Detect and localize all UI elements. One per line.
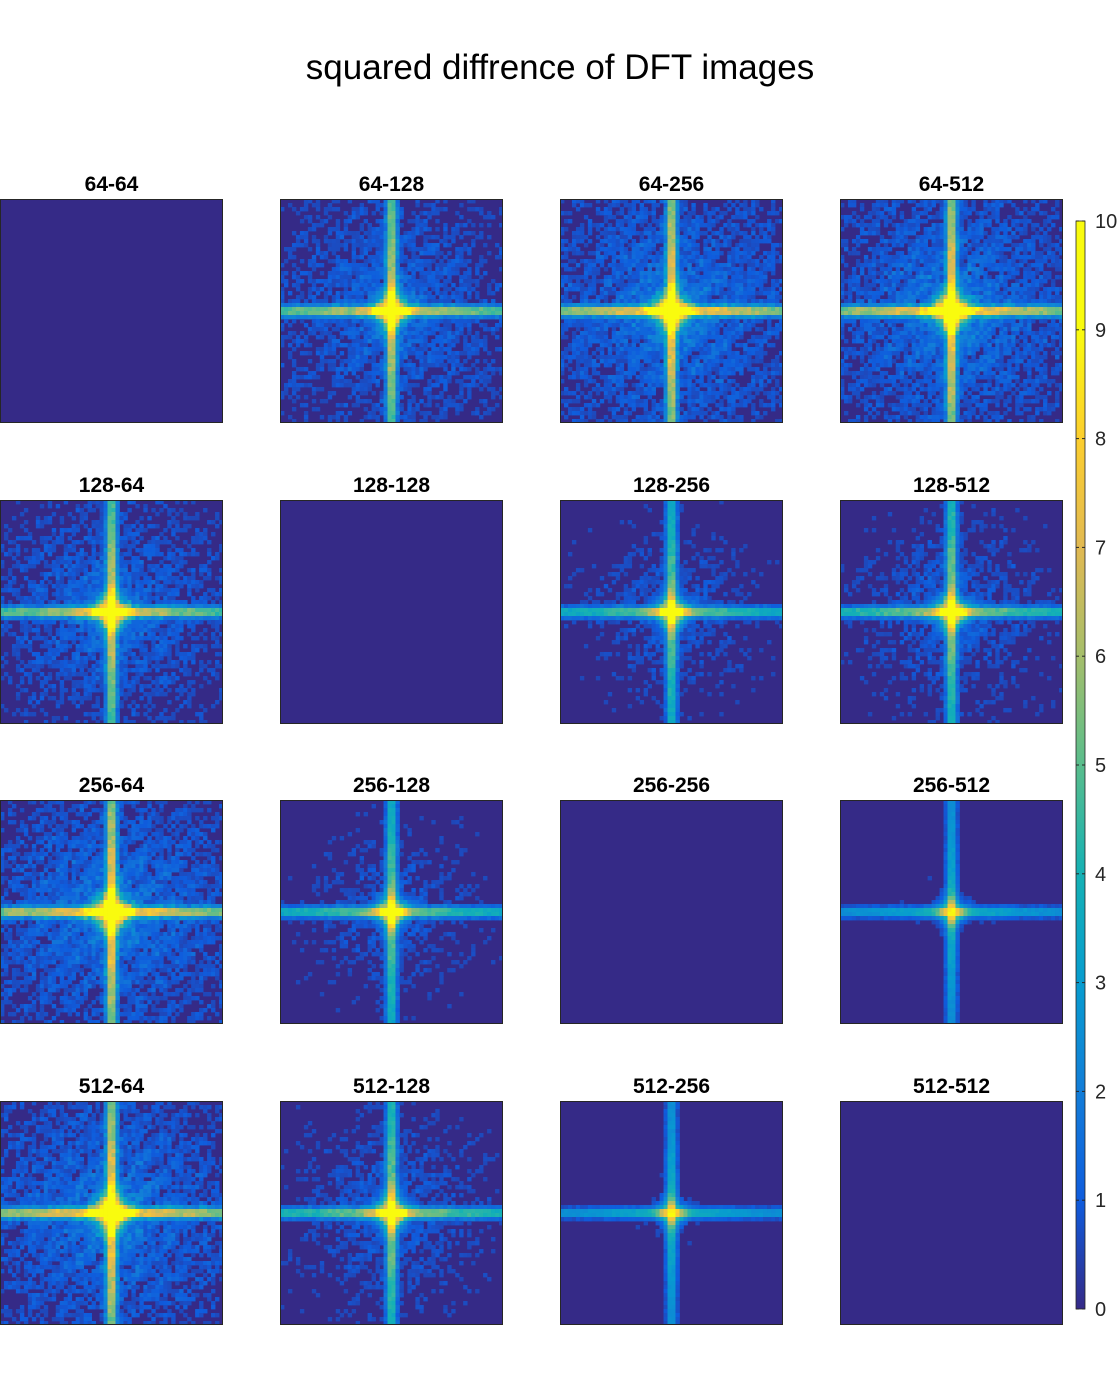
- heatmap-cells: [0, 800, 223, 1024]
- colorbar-tick-label: 5: [1095, 755, 1106, 777]
- subplot-256-128: 256-128: [280, 774, 503, 1024]
- heatmap-cells: [840, 800, 1063, 1024]
- colorbar-tick-label: 1: [1095, 1190, 1106, 1212]
- subplot-title: 128-128: [353, 474, 430, 497]
- subplot-64-512: 64-512: [840, 173, 1063, 423]
- subplot-64-256: 64-256: [560, 173, 783, 423]
- subplot-frame: [280, 199, 503, 423]
- subplot-128-256: 128-256: [560, 474, 783, 724]
- subplot-title: 64-512: [919, 173, 984, 196]
- heatmap-background: [0, 199, 223, 423]
- subplot-title: 256-128: [353, 774, 430, 797]
- heatmap-cells: [560, 500, 783, 724]
- subplot-256-64: 256-64: [0, 774, 223, 1024]
- subplot-title: 128-256: [633, 474, 710, 497]
- subplot-title: 128-512: [913, 474, 990, 497]
- subplot-512-512: 512-512: [840, 1075, 1063, 1325]
- colorbar-tick-label: 10: [1095, 211, 1117, 233]
- subplot-title: 256-512: [913, 774, 990, 797]
- heatmap-cells: [280, 199, 503, 423]
- subplot-512-256: 512-256: [560, 1075, 783, 1325]
- subplot-frame: [0, 199, 223, 423]
- colorbar-tick-label: 2: [1095, 1081, 1106, 1103]
- subplot-frame: [0, 1101, 223, 1325]
- colorbar-tick-label: 9: [1095, 320, 1106, 342]
- heatmap-cells: [560, 1101, 783, 1325]
- subplot-512-64: 512-64: [0, 1075, 223, 1325]
- subplot-frame: [0, 800, 223, 1024]
- subplot-frame: [560, 199, 783, 423]
- subplot-frame: [560, 500, 783, 724]
- subplot-frame: [840, 500, 1063, 724]
- colorbar-tick-label: 0: [1095, 1299, 1106, 1321]
- subplot-256-256: 256-256: [560, 774, 783, 1024]
- subplot-128-512: 128-512: [840, 474, 1063, 724]
- subplot-512-128: 512-128: [280, 1075, 503, 1325]
- colorbar-tick-label: 8: [1095, 429, 1106, 451]
- colorbar-tick-label: 3: [1095, 973, 1106, 995]
- subplot-128-128: 128-128: [280, 474, 503, 724]
- subplot-128-64: 128-64: [0, 474, 223, 724]
- heatmap-cells: [280, 1101, 503, 1325]
- heatmap-background: [840, 1101, 1063, 1325]
- heatmap-cells: [280, 800, 503, 1024]
- heatmap-cells: [840, 500, 1063, 724]
- subplot-256-512: 256-512: [840, 774, 1063, 1024]
- heatmap-cells: [560, 199, 783, 423]
- subplot-64-64: 64-64: [0, 173, 223, 423]
- colorbar-tick-label: 6: [1095, 646, 1106, 668]
- subplot-frame: [280, 800, 503, 1024]
- subplot-frame: [280, 1101, 503, 1325]
- subplot-title: 128-64: [79, 474, 145, 497]
- subplot-title: 64-64: [85, 173, 139, 196]
- subplot-frame: [840, 199, 1063, 423]
- heatmap-background: [560, 800, 783, 1024]
- heatmap-cells: [0, 500, 223, 724]
- subplot-title: 512-64: [79, 1075, 145, 1098]
- subplot-grid: 64-64 64-128 64-256 64-512 128-64 128-128 128-…: [0, 173, 1063, 1325]
- subplot-title: 256-64: [79, 774, 145, 797]
- subplot-frame: [280, 500, 503, 724]
- heatmap-background: [280, 500, 503, 724]
- colorbar: 0 1 2 3 4 5 6 7 8 9 10: [1075, 211, 1117, 1321]
- subplot-title: 512-128: [353, 1075, 430, 1098]
- subplot-frame: [840, 1101, 1063, 1325]
- colorbar-tick-label: 7: [1095, 537, 1106, 559]
- subplot-frame: [840, 800, 1063, 1024]
- colorbar-tick-label: 4: [1095, 864, 1106, 886]
- heatmap-cells: [840, 199, 1063, 423]
- subplot-64-128: 64-128: [280, 173, 503, 423]
- subplot-title: 64-256: [639, 173, 704, 196]
- subplot-title: 512-256: [633, 1075, 710, 1098]
- figure-title: squared diffrence of DFT images: [305, 48, 815, 87]
- subplot-title: 512-512: [913, 1075, 990, 1098]
- heatmap-cells: [0, 1101, 223, 1325]
- subplot-title: 64-128: [359, 173, 425, 196]
- subplot-title: 256-256: [633, 774, 710, 797]
- subplot-frame: [0, 500, 223, 724]
- subplot-frame: [560, 800, 783, 1024]
- subplot-frame: [560, 1101, 783, 1325]
